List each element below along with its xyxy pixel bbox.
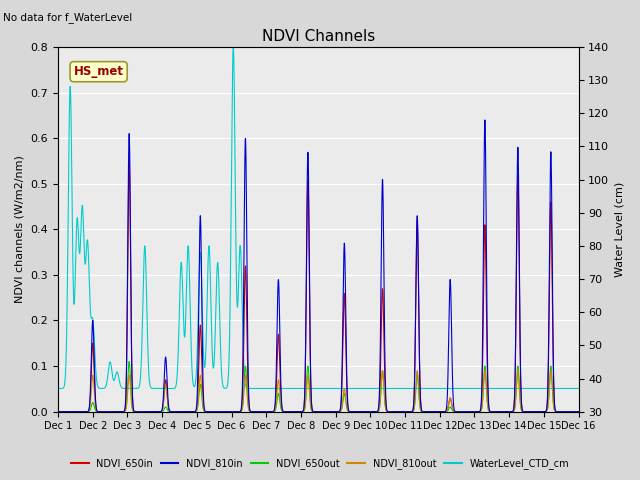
Y-axis label: Water Level (cm): Water Level (cm) xyxy=(615,182,625,277)
Y-axis label: NDVI channels (W/m2/nm): NDVI channels (W/m2/nm) xyxy=(15,156,25,303)
Title: NDVI Channels: NDVI Channels xyxy=(262,29,375,44)
Text: No data for f_WaterLevel: No data for f_WaterLevel xyxy=(3,12,132,23)
Text: HS_met: HS_met xyxy=(74,65,124,78)
Legend: NDVI_650in, NDVI_810in, NDVI_650out, NDVI_810out, WaterLevel_CTD_cm: NDVI_650in, NDVI_810in, NDVI_650out, NDV… xyxy=(67,454,573,473)
